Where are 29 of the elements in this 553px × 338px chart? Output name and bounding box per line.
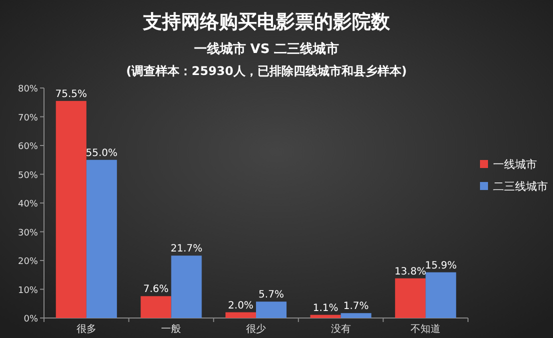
y-tick-label: 10% [18, 286, 38, 296]
y-tick-label: 50% [18, 170, 38, 181]
y-tick-label: 30% [18, 228, 38, 238]
data-label: 75.5% [55, 88, 88, 100]
y-tick-label: 60% [18, 142, 38, 152]
data-label: 2.0% [228, 300, 254, 312]
data-label: 55.0% [86, 148, 118, 159]
x-tick-label: 很多 [76, 323, 96, 335]
data-label: 1.1% [312, 302, 338, 314]
data-label: 5.7% [258, 290, 284, 301]
chart-title: 支持网络购买电影票的影院数 [142, 11, 391, 33]
chart-subtitle: 一线城市 VS 二三线城市 [194, 41, 340, 57]
data-label: 7.6% [143, 284, 169, 296]
y-tick-label: 80% [18, 84, 38, 94]
data-label: 1.7% [343, 301, 369, 312]
y-tick-label: 0% [24, 314, 38, 324]
data-label: 21.7% [170, 244, 202, 255]
text: (调查样本：25930人，已排除四线城市和县乡样本) [126, 64, 407, 78]
y-tick-label: 70% [18, 113, 38, 124]
x-tick-label: 没有 [330, 323, 351, 335]
y-tick-label: 20% [18, 257, 38, 267]
legend-label: 一线城市 [493, 158, 537, 171]
x-tick-label: 不知道 [410, 323, 441, 335]
x-tick-label: 一般 [161, 324, 182, 335]
data-label: 15.9% [424, 260, 457, 272]
legend-label: 二三线城市 [493, 180, 548, 193]
data-label: 13.8% [394, 266, 426, 278]
x-tick-label: 很少 [246, 323, 266, 335]
y-tick-label: 40% [18, 200, 38, 210]
